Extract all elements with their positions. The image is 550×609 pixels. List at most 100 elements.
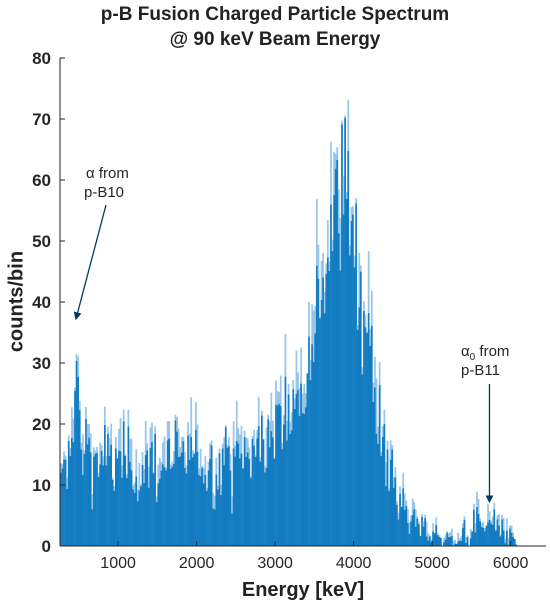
histogram-bar — [440, 537, 442, 546]
histogram-bar-spike — [449, 532, 452, 538]
histogram-bar — [74, 390, 76, 546]
histogram-bar — [256, 438, 259, 546]
histogram-bar-spike — [231, 496, 233, 514]
histogram-bar — [100, 451, 103, 546]
histogram-bar-spike — [380, 451, 383, 456]
histogram-bar — [127, 426, 130, 546]
histogram-bar-spike — [466, 535, 469, 538]
histogram-bar — [174, 420, 177, 546]
histogram-bar — [146, 450, 149, 546]
histogram-bar — [221, 448, 224, 546]
histogram-bar — [275, 404, 277, 546]
histogram-bar — [339, 270, 342, 546]
histogram-bar — [460, 540, 463, 546]
histogram-bar-spike — [81, 434, 84, 475]
histogram-bar — [176, 431, 178, 546]
histogram-bar — [290, 430, 293, 546]
histogram-bar-spike — [472, 503, 475, 510]
histogram-bar-spike — [336, 147, 339, 161]
histogram-bar — [304, 407, 307, 546]
histogram-bar-spike — [129, 439, 131, 462]
histogram-bar-spike — [246, 438, 249, 453]
histogram-bar — [284, 376, 287, 546]
histogram-bar — [422, 526, 425, 546]
histogram-bar-spike — [493, 503, 496, 510]
annotation-alpha0-b11-line2: p-B11 — [461, 362, 500, 379]
histogram-bar — [151, 442, 153, 546]
histogram-bar — [215, 474, 218, 546]
histogram-bar — [262, 439, 265, 546]
y-tick-label: 60 — [32, 171, 51, 190]
histogram-bar — [413, 509, 416, 546]
histogram-bar-spike — [460, 536, 463, 541]
histogram-bar — [198, 475, 200, 546]
histogram-bar-spike — [144, 420, 147, 456]
histogram-bar — [322, 277, 325, 546]
histogram-bar — [425, 536, 428, 546]
histogram-bar-spike — [202, 467, 205, 484]
histogram-bar — [386, 449, 389, 546]
histogram-bar-spike — [149, 427, 152, 448]
histogram-bar-spike — [160, 461, 163, 471]
histogram-bar — [202, 483, 205, 546]
histogram-bar — [411, 514, 414, 546]
annotation-alpha-b10-line1: α from — [86, 165, 129, 182]
histogram-bar-spike — [334, 153, 337, 169]
histogram-bar — [438, 537, 441, 546]
histogram-bar — [185, 473, 188, 546]
histogram-bar — [419, 535, 422, 546]
histogram-bar-spike — [74, 387, 76, 391]
histogram-bar — [207, 470, 210, 546]
histogram-bar — [432, 531, 434, 546]
histogram-bar-spike — [245, 437, 248, 457]
histogram-bar-spike — [325, 263, 328, 274]
histogram-bar — [436, 535, 439, 546]
histogram-bar — [160, 470, 163, 546]
y-tick-label: 50 — [32, 232, 51, 251]
histogram-bar-spike — [254, 454, 257, 457]
histogram-bar — [454, 543, 456, 546]
histogram-bar — [385, 486, 387, 546]
histogram-bar — [144, 455, 147, 546]
histogram-bar — [268, 447, 271, 546]
histogram-bar-spike — [309, 360, 312, 381]
histogram-bar — [191, 457, 194, 546]
histogram-bar — [67, 441, 70, 546]
histogram-bar — [463, 519, 466, 546]
histogram-bar — [295, 393, 298, 546]
histogram-bar-spike — [353, 255, 356, 268]
histogram-bar — [253, 445, 255, 546]
histogram-bar — [421, 516, 423, 546]
histogram-bar-spike — [505, 518, 508, 531]
histogram-bar — [326, 257, 329, 546]
histogram-bar-spike — [463, 516, 466, 520]
histogram-bar — [414, 526, 417, 546]
histogram-bar — [352, 214, 354, 546]
histogram-bar — [397, 519, 400, 546]
histogram-bar-spike — [136, 489, 139, 502]
histogram-bar-spike — [347, 100, 350, 151]
histogram-bar-spike — [436, 533, 439, 536]
x-tick-label: 3000 — [257, 555, 293, 572]
histogram-bar-spike — [66, 477, 69, 489]
histogram-bar-spike — [140, 484, 142, 487]
histogram-bar-spike — [261, 410, 263, 416]
histogram-bar-spike — [199, 448, 202, 477]
histogram-bar — [416, 518, 419, 546]
histogram-bar — [483, 531, 486, 546]
histogram-bar — [61, 468, 64, 546]
histogram-bar-spike — [223, 437, 226, 466]
histogram-bar-spike — [89, 433, 92, 453]
histogram-bar-spike — [408, 522, 411, 534]
histogram-bar — [367, 313, 370, 546]
histogram-bar-spike — [138, 463, 141, 491]
histogram-bar — [173, 463, 175, 546]
histogram-bar — [209, 458, 211, 546]
histogram-bar-spike — [171, 461, 174, 467]
histogram-bar-spike — [217, 485, 219, 490]
histogram-bar-spike — [311, 304, 314, 345]
histogram-bar-spike — [394, 466, 397, 478]
histogram-bar — [234, 456, 237, 546]
histogram-bar-spike — [482, 521, 485, 528]
histogram-bar-spike — [430, 539, 433, 542]
